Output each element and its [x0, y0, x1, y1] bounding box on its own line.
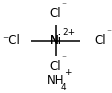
Text: ⁻Cl: ⁻Cl	[2, 34, 20, 47]
Text: Ni: Ni	[50, 34, 62, 47]
Text: ⁻: ⁻	[62, 1, 67, 10]
Text: +: +	[64, 68, 71, 77]
Text: Cl: Cl	[50, 7, 61, 20]
Text: Ni: Ni	[50, 34, 62, 47]
Text: Cl: Cl	[94, 34, 106, 47]
Text: 2+: 2+	[62, 28, 75, 37]
Text: NH: NH	[47, 74, 64, 87]
Text: Cl: Cl	[50, 60, 61, 73]
Text: 4: 4	[61, 83, 66, 92]
Text: ⁻: ⁻	[106, 29, 111, 38]
Text: ⁻: ⁻	[62, 55, 67, 64]
